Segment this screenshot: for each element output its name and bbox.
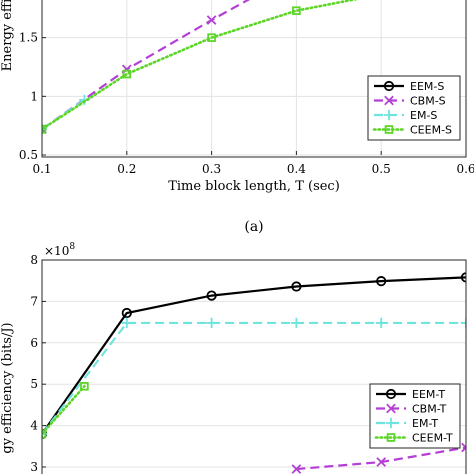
legend-entry: EM-S [410,109,437,122]
data-point-cbm-t [291,464,302,474]
chart-a: 0.1 0.2 0.3 0.4 0.5 0.6 0.5 1 1.5 Time block len… [0,0,474,235]
legend-a: EEM-S CBM-SEM-S CEEM-S [367,75,461,141]
series-line-cbm-s [42,0,251,131]
x-tick-label: 0.4 [287,162,306,176]
x-tick-label: 0.1 [32,162,51,176]
legend-marker [383,109,395,121]
legend-entry: CEEM-T [412,432,453,445]
x-axis-label-a: Time block length, T (sec) [168,179,340,194]
caption-a: (a) [244,219,263,235]
y-multiplier-exp: 8 [69,242,75,252]
legend-entry: EM-T [412,417,438,430]
data-point-ceem-s [207,33,216,42]
y-tick-label: 4 [30,419,38,433]
series-line-ceem-s [42,0,359,131]
legend-entry: CBM-T [412,403,447,416]
x-tick-label: 0.6 [456,162,474,176]
data-point-ceem-t [80,381,89,391]
y-tick-label: 0.5 [19,148,38,162]
legend-marker [384,95,394,106]
legend-marker [386,403,396,414]
legend-marker [385,388,397,400]
series-line-em-t [42,321,466,435]
data-point-em-t [121,317,132,329]
data-point-eem-t [376,276,387,287]
data-point-ceem-s [292,6,301,15]
series-b [42,272,466,474]
y-tick-label: 1.5 [19,31,38,45]
data-point-em-t [460,317,466,329]
data-point-eem-t [121,307,132,319]
data-point-eem-t [291,281,302,292]
ticks-a: 0.1 0.2 0.3 0.4 0.5 0.6 0.5 1 1.5 [19,31,474,176]
y-tick-label: 8 [30,253,38,267]
y-multiplier-b: ×108 [44,242,75,258]
legend-marker [385,417,397,429]
legend-entry: CBM-S [410,95,446,108]
data-point-cbm-t [461,442,466,453]
legend-marker [383,80,395,92]
series-a [42,0,359,135]
legend-b: EEM-T CBM-TEM-T CEEM-T [369,383,461,449]
y-axis-label-b: gy efficiency (bits/J) [0,322,15,453]
data-point-cbm-s [206,15,217,25]
legend-entry: EEM-T [412,388,445,401]
y-tick-label: 3 [30,460,38,474]
series-line-cbm-t [296,446,466,471]
legend-entry: CEEM-S [410,124,452,137]
x-tick-label: 0.5 [372,162,391,176]
data-point-em-t [291,317,302,329]
series-line-eem-t [42,276,466,435]
x-tick-label: 0.3 [202,162,221,176]
data-point-eem-t [206,290,217,301]
legend-marker [384,125,394,134]
data-point-em-t [376,317,387,329]
series-line-ceem-t [42,384,86,436]
plot-frame-a [41,0,467,158]
y-axis-label-a: Energy effi [0,0,15,71]
y-tick-label: 5 [30,377,38,391]
y-tick-label: 1 [30,89,38,103]
plot-frame-b [41,259,467,474]
x-tick-label: 0.2 [117,162,136,176]
data-point-em-t [206,317,217,329]
data-point-ceem-t [42,429,47,439]
y-tick-label: 6 [30,336,38,350]
y-multiplier-base: ×10 [44,244,69,258]
data-point-cbm-t [376,457,387,467]
ticks-b: 3 4 5 6 7 8 [30,253,46,474]
legend-entry: EEM-S [410,80,444,93]
legend-marker [386,433,396,442]
data-point-ceem-s [122,69,132,79]
data-point-ceem-s [42,124,47,134]
y-tick-label: 7 [30,294,38,308]
